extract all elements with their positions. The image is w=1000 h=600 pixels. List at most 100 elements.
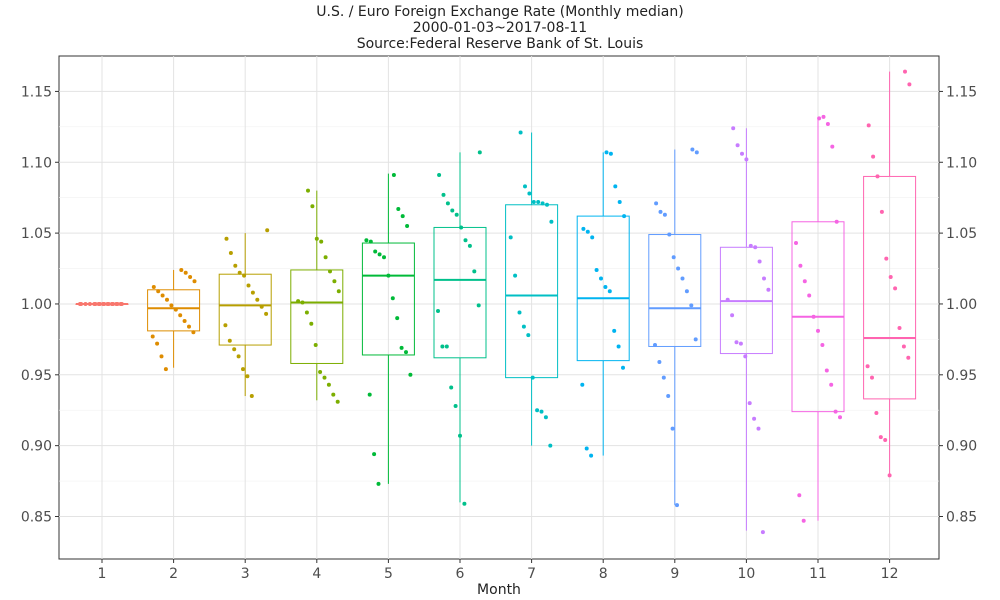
y-tick-label: 1.15 [21,84,52,100]
data-point [173,307,178,312]
data-point [300,300,305,305]
data-point [887,473,892,478]
data-point [807,293,812,298]
data-point [616,344,621,349]
data-point [903,69,907,74]
data-point [151,284,156,289]
data-point [801,518,806,523]
data-point [87,301,92,306]
data-point [513,273,518,278]
data-point [757,259,762,264]
data-point [838,415,842,420]
box-iqr [361,242,415,356]
data-point [589,453,594,458]
box-iqr [648,234,702,347]
data-point [396,207,401,212]
data-point [390,296,395,301]
data-point [119,301,124,306]
data-point [675,503,679,508]
data-point [521,324,526,329]
y-tick-label: 1.05 [21,226,52,242]
data-point [264,311,269,316]
data-point [658,209,663,214]
data-point [884,256,889,261]
box-iqr [147,289,201,332]
data-point [802,279,807,284]
data-point [232,347,237,352]
data-point [752,416,757,421]
data-point [191,330,196,335]
y-tick-label-right: 1.10 [946,155,977,171]
data-point [441,192,446,197]
data-point [408,372,413,377]
data-point [734,340,739,345]
data-point [667,232,672,237]
data-point [604,150,609,155]
data-point [463,238,468,243]
x-tick-label: 3 [241,566,250,582]
data-point [684,289,689,294]
data-point [535,408,540,413]
data-point [612,328,617,333]
data-point [870,375,874,380]
data-point [725,297,730,302]
y-tick-label-right: 1.05 [946,226,977,242]
data-point [319,239,324,244]
data-point [405,224,410,229]
data-point [680,276,685,281]
data-point [536,199,541,204]
data-point [654,201,659,206]
data-point [584,446,589,451]
box-iqr [863,175,917,400]
data-point [825,122,830,127]
data-point [159,354,164,359]
data-point [163,367,168,372]
data-point [689,303,694,308]
data-point [621,365,625,370]
data-point [368,239,373,244]
data-point [183,270,188,275]
data-point [901,344,906,349]
data-point [373,249,378,254]
data-point [115,301,120,306]
data-point [462,501,467,506]
data-point [603,284,608,289]
data-point [459,225,464,230]
data-point [223,323,228,328]
data-point [304,310,309,315]
data-point [313,343,318,348]
data-point [879,209,884,214]
data-point [740,151,744,156]
data-point [245,374,250,379]
data-point [829,382,834,387]
data-point [743,354,748,359]
data-point [476,303,481,308]
data-point [906,355,911,360]
chart-subtitle-dates: 2000-01-03~2017-08-11 [412,20,588,36]
x-tick-label: 12 [881,566,899,582]
data-point [332,279,337,284]
y-tick-label-right: 0.95 [946,368,977,384]
data-point [888,275,893,280]
data-point [372,452,377,457]
y-tick-label: 0.95 [21,368,52,384]
data-point [731,126,736,131]
chart-titles: U.S. / Euro Foreign Exchange Rate (Month… [0,4,1000,52]
y-axis-right: 0.85 0.90 0.95 1.00 1.05 1.10 1.15 [939,84,977,525]
data-point [155,341,160,346]
data-point [744,157,749,162]
data-point [444,344,449,349]
x-tick-label: 2 [169,566,178,582]
data-point [760,530,765,535]
data-point [178,313,183,318]
box-month-12 [863,69,917,478]
data-point [730,313,735,318]
box-iqr [290,269,344,364]
y-tick-label: 0.90 [21,439,52,455]
x-tick-label: 10 [737,566,755,582]
data-point [866,123,871,128]
data-point [165,297,169,302]
data-point [797,493,802,498]
data-point [878,435,883,440]
data-point [364,238,369,243]
